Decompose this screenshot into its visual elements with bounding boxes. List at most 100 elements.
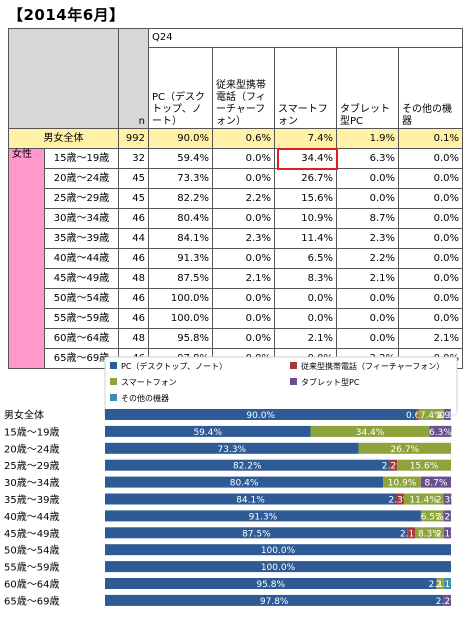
row-n: 46	[118, 288, 149, 309]
data-label: 2.2%	[436, 597, 459, 607]
table-cell: 84.1%	[148, 228, 213, 249]
table-cell: 6.3%	[336, 148, 399, 169]
data-label: 82.2%	[233, 462, 262, 472]
data-label: 0.1%	[439, 411, 462, 421]
row-n: 45	[118, 188, 149, 209]
row-label: 25歳～29歳	[44, 188, 119, 209]
row-n: 44	[118, 228, 149, 249]
table-cell: 6.5%	[274, 248, 337, 269]
data-label: 84.1%	[236, 496, 265, 506]
category-label: 50歳～54歳	[4, 545, 59, 557]
legend-label: 従来型携帯電話（フィーチャーフォン）	[301, 361, 444, 371]
row-n: 48	[118, 268, 149, 289]
table-cell: 73.3%	[148, 168, 213, 189]
bar-segment	[420, 510, 444, 522]
table-cell: 0.0%	[336, 328, 399, 349]
page-title: 【2014年6月】	[8, 6, 125, 24]
row-n: 32	[118, 148, 149, 169]
data-label: 2.1%	[436, 529, 459, 539]
table-cell: 0.0%	[397, 248, 464, 269]
legend-swatch	[110, 362, 117, 369]
n-header: n	[118, 28, 149, 129]
table-row: 55歳～59歳 46 100.0% 0.0% 0.0% 0.0% 0.0%	[9, 308, 464, 329]
column-header: 従来型携帯電話（フィーチャーフォン）	[212, 47, 275, 129]
bar-segment	[443, 594, 451, 606]
table-cell: 0.0%	[212, 148, 275, 169]
table-cell: 2.2%	[212, 188, 275, 209]
data-label: 95.8%	[256, 580, 285, 590]
table-cell: 8.7%	[336, 208, 399, 229]
table-cell: 11.4%	[274, 228, 337, 249]
stacked-bar-chart: PC（デスクトップ、ノート） 従来型携帯電話（フィーチャーフォン） スマートフォン タ…	[4, 356, 463, 608]
row-label: 20歳～24歳	[44, 168, 119, 189]
total-row: 男女全体 992 90.0% 0.6% 7.4% 1.9% 0.1%	[8, 128, 464, 149]
legend-label: PC（デスクトップ、ノート）	[121, 361, 227, 371]
bar-segment	[415, 527, 444, 539]
data-label: 34.4%	[356, 428, 385, 438]
bar-segment	[105, 594, 444, 606]
table-cell: 0.0%	[336, 288, 399, 309]
table-cell: 15.6%	[274, 188, 337, 209]
table-cell: 0.0%	[212, 288, 275, 309]
legend-label: その他の機器	[121, 393, 169, 403]
table-cell: 87.5%	[148, 268, 213, 289]
column-header: PC（デスクトップ、ノート）	[148, 47, 213, 129]
legend-box	[104, 356, 458, 416]
bar-segment	[397, 459, 451, 471]
y-axis-labels: 男女全体 15歳～19歳 20歳～24歳 25歳～29歳 30歳～34歳 35歳～39歳 4…	[4, 409, 59, 608]
bar-segment	[358, 442, 451, 454]
bar-segment	[105, 544, 451, 556]
row-n: 45	[118, 168, 149, 189]
data-label: 100.0%	[261, 563, 296, 573]
table-cell: 100.0%	[148, 288, 213, 309]
table-cell: 0.0%	[336, 308, 399, 329]
bar-segment	[105, 409, 417, 420]
table-cell: 0.0%	[274, 308, 337, 329]
category-label: 55歳～59歳	[4, 562, 59, 574]
bar-segment	[105, 425, 311, 437]
data-label: 2.2%	[436, 512, 459, 522]
table-cell: 2.1%	[336, 268, 399, 289]
data-label: 0.6%	[406, 411, 429, 421]
table-cell: 0.0%	[336, 168, 399, 189]
table-cell: 0.0%	[212, 168, 275, 189]
data-label: 26.7%	[391, 445, 420, 455]
bar-segment	[403, 493, 444, 505]
bar-segment	[105, 510, 421, 522]
table-cell: 2.2%	[336, 248, 399, 269]
category-label: 25歳～29歳	[4, 460, 59, 472]
table-cell: 0.0%	[397, 308, 464, 329]
table-cell: 0.0%	[212, 308, 275, 329]
category-label: 45歳～49歳	[4, 528, 59, 540]
total-cell: 0.1%	[397, 128, 464, 149]
row-n: 46	[118, 308, 149, 329]
row-label: 40歳～44歳	[44, 248, 119, 269]
table-cell: 0.0%	[274, 288, 337, 309]
category-label: 20歳～24歳	[4, 443, 59, 455]
table-cell: 100.0%	[148, 308, 213, 329]
data-label: 87.5%	[242, 529, 271, 539]
table-cell: 2.3%	[212, 228, 275, 249]
bar-segment	[105, 527, 408, 539]
table-row: 35歳～39歳 44 84.1% 2.3% 11.4% 2.3% 0.0%	[9, 228, 464, 249]
bar-segment	[429, 425, 452, 437]
data-label: 90.0%	[246, 411, 275, 421]
table-row: 60歳～64歳 48 95.8% 0.0% 2.1% 0.0% 2.1%	[9, 328, 464, 349]
data-label: 2.1%	[400, 529, 423, 539]
bar-segment	[416, 409, 419, 420]
row-label: 55歳～59歳	[44, 308, 119, 329]
category-label: 40歳～44歳	[4, 511, 59, 523]
total-cell: 0.6%	[212, 128, 275, 149]
bar-segment	[443, 493, 452, 505]
row-n: 46	[118, 248, 149, 269]
bar-segment	[407, 527, 416, 539]
data-label: 10.9%	[388, 479, 417, 489]
table-cell: 0.0%	[397, 148, 464, 169]
table-cell: 95.8%	[148, 328, 213, 349]
table-cell: 2.1%	[274, 328, 337, 349]
row-label: 15歳～19歳	[44, 148, 119, 169]
data-label: 97.8%	[260, 597, 289, 607]
total-cell: 7.4%	[274, 128, 337, 149]
table-cell: 2.1%	[212, 268, 275, 289]
table-row: 45歳～49歳 48 87.5% 2.1% 8.3% 2.1% 0.0%	[9, 268, 464, 289]
